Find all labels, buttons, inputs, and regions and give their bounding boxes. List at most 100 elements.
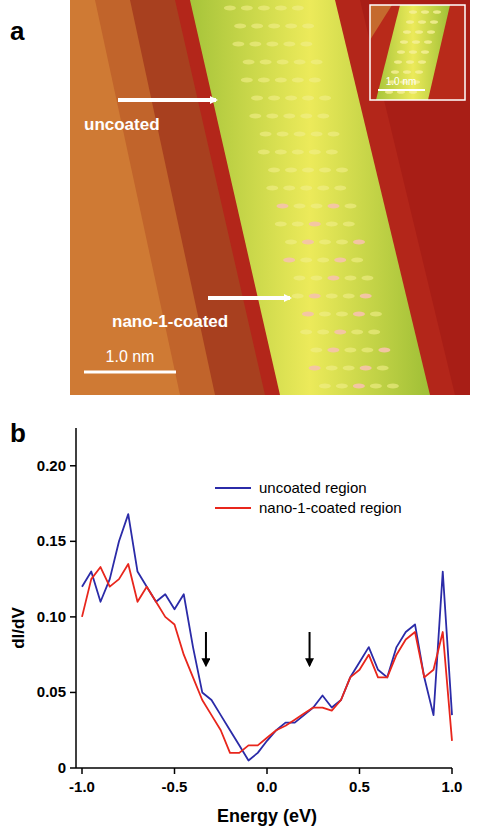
x-axis xyxy=(76,767,452,769)
plot-area xyxy=(82,514,452,760)
molecule-spot xyxy=(433,10,441,14)
molecule-spot xyxy=(360,365,372,370)
molecule-spot xyxy=(351,257,363,262)
molecule-spot xyxy=(403,30,411,34)
molecule-spot xyxy=(336,383,348,388)
inset-scale-label: 1.0 nm xyxy=(386,76,417,87)
molecule-spot xyxy=(285,23,297,28)
molecule-spot xyxy=(427,30,435,34)
molecule-spot xyxy=(394,60,402,64)
molecule-spot xyxy=(361,275,373,280)
molecule-spot xyxy=(319,311,331,316)
inset-frame xyxy=(370,5,465,100)
molecule-spot xyxy=(378,347,390,352)
molecule-spot xyxy=(397,50,405,54)
legend-swatch xyxy=(215,507,251,509)
x-axis-title: Energy (eV) xyxy=(217,806,317,826)
molecule-spot xyxy=(275,5,287,10)
molecule-spot xyxy=(300,41,312,46)
molecule-spot xyxy=(370,383,382,388)
annotation-arrow xyxy=(309,632,311,665)
molecule-spot xyxy=(327,347,339,352)
molecule-spot xyxy=(302,311,314,316)
y-axis-title: dI/dV xyxy=(9,607,28,649)
molecule-spot xyxy=(300,113,312,118)
molecule-band xyxy=(376,5,450,100)
molecule-spot xyxy=(285,239,297,244)
molecule-spot xyxy=(300,329,312,334)
molecule-spot xyxy=(336,311,348,316)
scale-label: 1.0 nm xyxy=(106,348,155,365)
x-tick xyxy=(359,768,361,774)
legend-swatch xyxy=(215,487,251,489)
molecule-spot xyxy=(258,5,270,10)
molecule-spot xyxy=(391,70,399,74)
molecule-spot xyxy=(317,257,329,262)
molecule-spot xyxy=(234,23,246,28)
molecule-spot xyxy=(336,239,348,244)
molecule-spot xyxy=(260,59,272,64)
molecule-spot xyxy=(243,59,255,64)
molecule-spot xyxy=(294,131,306,136)
y-tick-label: 0 xyxy=(58,759,66,776)
molecule-spot xyxy=(317,113,329,118)
molecule-spot xyxy=(430,20,438,24)
y-tick xyxy=(70,692,76,694)
molecule-spot xyxy=(309,149,321,154)
molecule-spot xyxy=(409,10,417,14)
molecule-spot xyxy=(277,131,289,136)
molecule-spot xyxy=(292,149,304,154)
molecule-spot xyxy=(421,10,429,14)
annotation: nano-1-coated xyxy=(112,312,228,331)
molecule-spot xyxy=(403,70,411,74)
molecule-spot xyxy=(275,77,287,82)
molecule-spot xyxy=(336,167,348,172)
molecule-spot xyxy=(277,59,289,64)
y-tick-label: 0.15 xyxy=(37,532,66,549)
x-tick xyxy=(174,768,176,774)
molecule-spot xyxy=(251,23,263,28)
x-tick xyxy=(451,768,453,774)
molecule-spot xyxy=(283,185,295,190)
molecule-spot xyxy=(258,77,270,82)
molecule-spot xyxy=(275,221,287,226)
molecule-spot xyxy=(418,20,426,24)
molecule-spot xyxy=(328,203,340,208)
molecule-spot xyxy=(326,149,338,154)
molecule-spot xyxy=(249,113,261,118)
molecule-spot xyxy=(224,5,236,10)
y-tick-label: 0.05 xyxy=(37,683,66,700)
molecule-spot xyxy=(328,131,340,136)
molecule-spot xyxy=(370,311,382,316)
molecule-spot xyxy=(309,77,321,82)
x-tick xyxy=(266,768,268,774)
x-tick-label: -1.0 xyxy=(69,778,95,795)
molecule-spot xyxy=(251,95,263,100)
molecule-spot xyxy=(292,5,304,10)
y-tick xyxy=(70,465,76,467)
molecule-spot xyxy=(260,131,272,136)
molecule-spot xyxy=(361,347,373,352)
molecule-spot xyxy=(285,167,297,172)
legend-label: nano-1-coated region xyxy=(259,499,402,516)
panel-label: a xyxy=(10,16,25,46)
molecule-spot xyxy=(283,257,295,262)
y-tick xyxy=(70,616,76,618)
molecule-spot xyxy=(343,293,355,298)
molecule-spot xyxy=(292,77,304,82)
x-tick-label: 0.5 xyxy=(349,778,370,795)
molecule-spot xyxy=(351,329,363,334)
molecule-spot xyxy=(418,60,426,64)
inset-scale-bar xyxy=(378,89,425,91)
molecule-spot xyxy=(283,41,295,46)
molecule-spot xyxy=(241,77,253,82)
molecule-spot xyxy=(232,41,244,46)
y-tick-label: 0.10 xyxy=(37,608,66,625)
y-tick xyxy=(70,767,76,769)
molecule-spot xyxy=(283,113,295,118)
molecule-spot xyxy=(424,40,432,44)
annotation-arrow xyxy=(205,632,207,665)
molecule-spot xyxy=(266,113,278,118)
x-tick-label: 1.0 xyxy=(442,778,463,795)
molecule-spot xyxy=(275,149,287,154)
